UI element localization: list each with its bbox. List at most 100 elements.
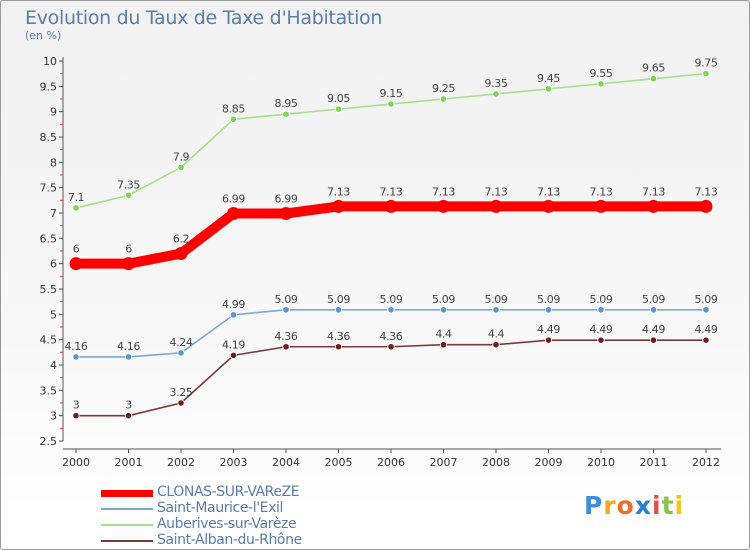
series-saint-alban-du-rh-ne-data-label: 3 bbox=[73, 399, 80, 412]
series-auberives-sur-var-ze-data-label: 9.15 bbox=[380, 87, 403, 100]
x-tick-label: 2010 bbox=[587, 456, 615, 469]
series-saint-maurice-l-exil-point bbox=[124, 353, 133, 361]
series-saint-maurice-l-exil-point bbox=[597, 306, 605, 314]
series-saint-alban-du-rh-ne-point bbox=[597, 336, 605, 344]
x-tick-label: 2007 bbox=[430, 456, 458, 469]
series-clonas-sur-vareze-data-label: 7.13 bbox=[432, 185, 455, 198]
series-clonas-sur-vareze-point bbox=[489, 199, 503, 213]
x-tick-label: 2005 bbox=[325, 456, 353, 469]
series-saint-maurice-l-exil-point bbox=[72, 353, 80, 361]
series-clonas-sur-vareze-point bbox=[332, 199, 345, 213]
data-labels-layer: 4.16 4.16 4.24 4.99 5.09 5.09 5.09 5.09 5.09 5.09… bbox=[65, 57, 719, 412]
y-tick-label: 5.5 bbox=[40, 283, 58, 296]
series-auberives-sur-var-ze-data-label: 9.35 bbox=[485, 77, 508, 90]
logo-letter: r bbox=[603, 491, 617, 520]
series-clonas-sur-vareze-point bbox=[384, 199, 398, 213]
series-clonas-sur-vareze-point bbox=[122, 257, 135, 271]
series-auberives-sur-var-ze-point bbox=[702, 70, 710, 78]
series-saint-maurice-l-exil-data-label: 5.09 bbox=[537, 293, 560, 306]
series-saint-alban-du-rh-ne-point bbox=[177, 399, 185, 407]
series-clonas-sur-vareze-data-label: 7.13 bbox=[695, 185, 718, 198]
series-saint-alban-du-rh-ne-line bbox=[75, 339, 707, 417]
series-saint-alban-du-rh-ne-point bbox=[649, 336, 658, 344]
series-saint-maurice-l-exil-data-label: 5.09 bbox=[275, 293, 298, 306]
series-saint-maurice-l-exil-data-label: 4.16 bbox=[65, 340, 88, 353]
series-auberives-sur-var-ze-point bbox=[177, 163, 185, 171]
series-saint-alban-du-rh-ne-point bbox=[282, 343, 290, 351]
series-saint-maurice-l-exil-data-label: 5.09 bbox=[380, 293, 403, 306]
logo-letter: x bbox=[634, 491, 652, 520]
series-clonas-sur-vareze-data-label: 7.13 bbox=[642, 185, 665, 198]
series-auberives-sur-var-ze-data-label: 7.35 bbox=[117, 178, 140, 191]
legend-swatch bbox=[101, 508, 153, 510]
series-auberives-sur-var-ze-point bbox=[229, 115, 238, 123]
chart-unit: (en %) bbox=[25, 29, 62, 42]
y-tick-label: 4.5 bbox=[40, 334, 58, 347]
x-tick-label: 2009 bbox=[535, 456, 563, 469]
series-saint-alban-du-rh-ne-data-label: 4.36 bbox=[327, 330, 350, 343]
y-tick-label: 3.5 bbox=[40, 384, 58, 397]
series-saint-alban-du-rh-ne-point bbox=[439, 341, 448, 349]
series-saint-maurice-l-exil-data-label: 5.09 bbox=[642, 293, 665, 306]
legend-swatch bbox=[101, 524, 153, 526]
legend-label: Saint-Alban-du-Rhône bbox=[157, 532, 302, 548]
y-tick-label: 9 bbox=[50, 106, 57, 119]
series-saint-maurice-l-exil-point bbox=[649, 306, 658, 314]
series-clonas-sur-vareze-data-label: 6.99 bbox=[275, 193, 298, 206]
series-auberives-sur-var-ze-data-label: 9.25 bbox=[432, 82, 455, 95]
series-saint-alban-du-rh-ne-data-label: 4.4 bbox=[488, 328, 505, 341]
series-saint-maurice-l-exil-point bbox=[387, 306, 395, 314]
series-saint-alban-du-rh-ne-point bbox=[387, 343, 395, 351]
series-saint-alban-du-rh-ne-point bbox=[124, 412, 133, 420]
line-chart: 2.5 3 3.5 4 4.5 5 5.5 6 6.5 7 7.5 8 8.5 9 9.5 10 2000 200… bbox=[40, 55, 721, 469]
legend-swatch bbox=[101, 540, 153, 542]
series-saint-maurice-l-exil-point bbox=[702, 306, 710, 314]
series-clonas-sur-vareze-point bbox=[542, 199, 555, 213]
y-tick-label: 8.5 bbox=[40, 131, 58, 144]
series-saint-alban-du-rh-ne-data-label: 4.36 bbox=[380, 330, 403, 343]
series-auberives-sur-var-ze-point bbox=[544, 85, 553, 93]
series-saint-maurice-l-exil-point bbox=[229, 311, 238, 319]
series-saint-alban-du-rh-ne-data-label: 3.25 bbox=[170, 386, 193, 399]
series-auberives-sur-var-ze-point bbox=[387, 100, 395, 108]
series-layer bbox=[69, 70, 713, 420]
y-tick-label: 9.5 bbox=[40, 80, 58, 93]
series-saint-maurice-l-exil-data-label: 4.24 bbox=[170, 336, 193, 349]
series-saint-alban-du-rh-ne-data-label: 4.19 bbox=[222, 338, 245, 351]
x-tick-label: 2006 bbox=[377, 456, 405, 469]
x-tick-label: 2011 bbox=[640, 456, 668, 469]
series-saint-alban-du-rh-ne-data-label: 4.36 bbox=[275, 330, 298, 343]
logo-letter: i bbox=[674, 491, 685, 520]
series-auberives-sur-var-ze-point bbox=[334, 105, 343, 113]
x-tick-label: 2004 bbox=[272, 456, 300, 469]
series-clonas-sur-vareze-line bbox=[71, 201, 711, 269]
legend-swatch bbox=[101, 490, 153, 497]
logo-letter: P bbox=[584, 491, 604, 520]
series-saint-maurice-l-exil-point bbox=[492, 306, 500, 314]
series-saint-alban-du-rh-ne-point bbox=[334, 343, 343, 351]
series-saint-maurice-l-exil-data-label: 5.09 bbox=[485, 293, 508, 306]
proxiti-logo: Proxiti bbox=[584, 491, 684, 520]
series-auberives-sur-var-ze-point bbox=[72, 204, 80, 212]
series-auberives-sur-var-ze-point bbox=[282, 110, 290, 118]
chart-title: Evolution du Taux de Taxe d'Habitation bbox=[25, 7, 383, 29]
legend-label: CLONAS-SUR-VAReZE bbox=[157, 484, 300, 500]
series-clonas-sur-vareze-point bbox=[279, 207, 293, 221]
series-clonas-sur-vareze-data-label: 6 bbox=[125, 243, 132, 256]
series-auberives-sur-var-ze-data-label: 7.9 bbox=[173, 150, 190, 163]
series-clonas-sur-vareze-data-label: 7.13 bbox=[537, 185, 560, 198]
series-auberives-sur-var-ze-data-label: 9.45 bbox=[537, 72, 560, 85]
series-auberives-sur-var-ze-data-label: 9.55 bbox=[590, 67, 613, 80]
series-auberives-sur-var-ze-data-label: 8.85 bbox=[222, 102, 245, 115]
y-tick-label: 3 bbox=[50, 410, 57, 423]
y-tick-label: 4 bbox=[50, 359, 57, 372]
series-clonas-sur-vareze-data-label: 7.13 bbox=[590, 185, 613, 198]
logo-letter: o bbox=[616, 491, 635, 520]
series-saint-maurice-l-exil-data-label: 5.09 bbox=[432, 293, 455, 306]
series-saint-maurice-l-exil-data-label: 4.16 bbox=[117, 340, 140, 353]
series-saint-alban-du-rh-ne-data-label: 4.49 bbox=[537, 323, 560, 336]
series-saint-maurice-l-exil-point bbox=[282, 306, 290, 314]
series-saint-maurice-l-exil-data-label: 5.09 bbox=[327, 293, 350, 306]
series-auberives-sur-var-ze-point bbox=[597, 80, 605, 88]
